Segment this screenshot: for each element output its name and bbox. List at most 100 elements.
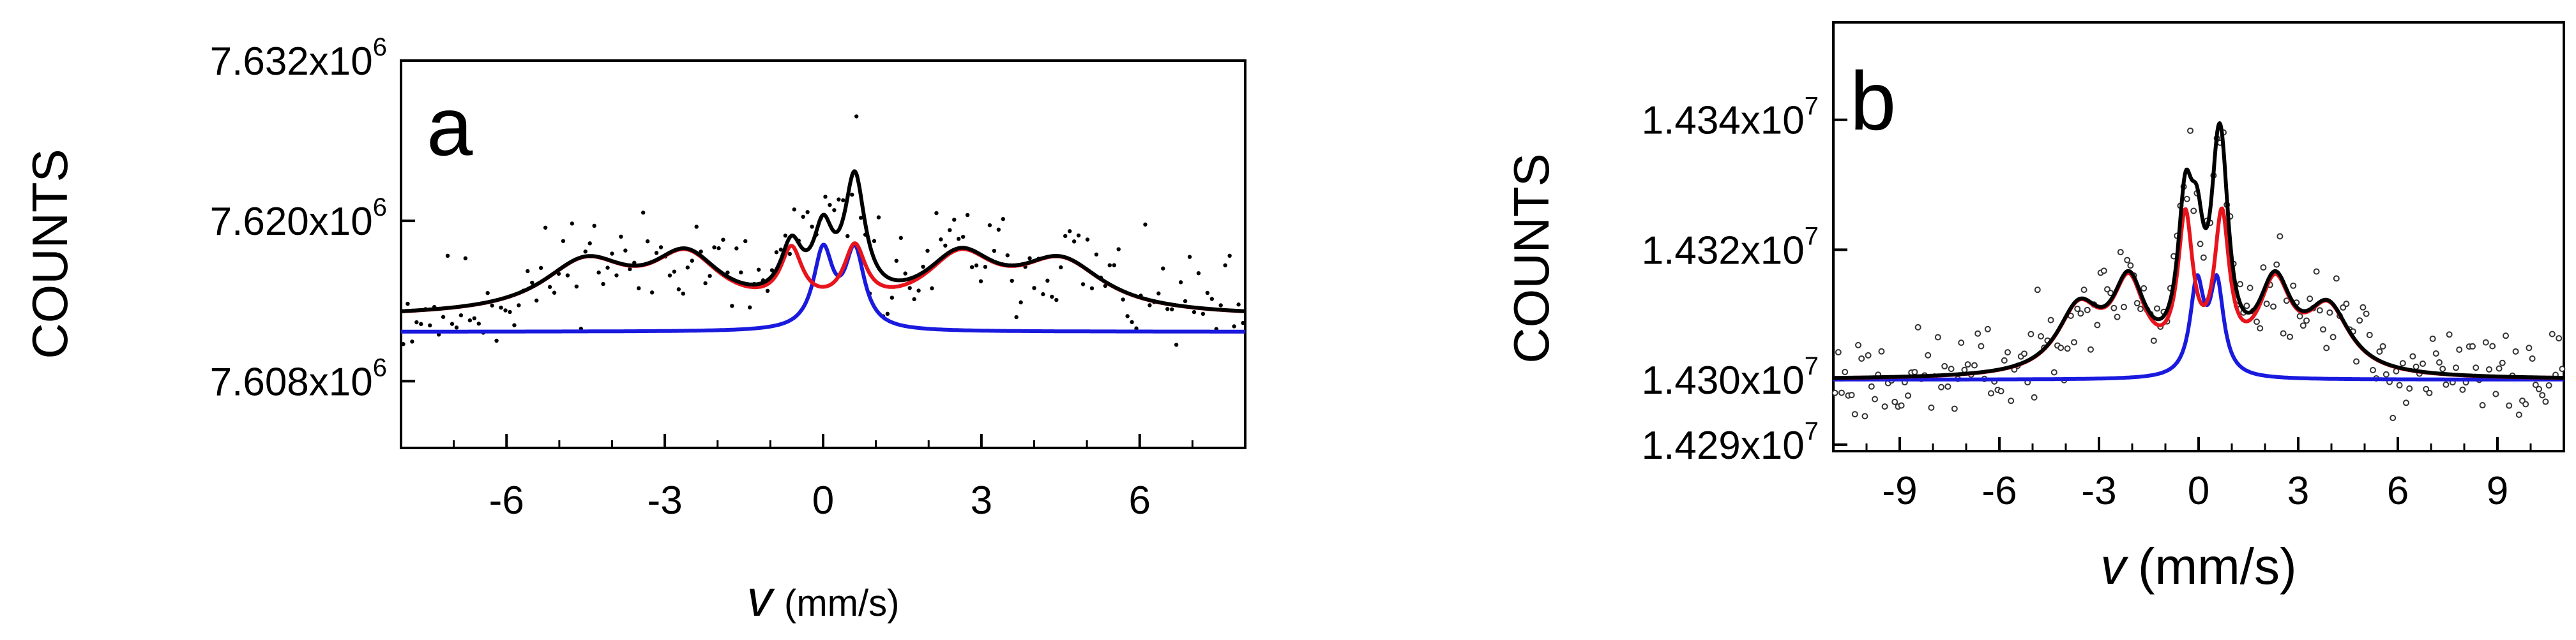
data-point [561,239,566,243]
panel-b-blue-component-line [1832,273,2565,382]
data-point [1076,233,1081,238]
data-point [1978,343,1985,350]
data-point [2094,322,2101,329]
data-point [960,234,966,239]
data-point [747,305,752,309]
data-point [2316,307,2323,314]
data-point [2459,386,2466,393]
data-point [1838,389,1845,396]
panel-a-x-tick-label: 0 [812,479,834,523]
data-point [845,234,850,239]
data-point [2390,414,2397,421]
data-point [2396,382,2403,389]
data-point [716,246,721,251]
data-point [2326,309,2333,316]
data-point [921,264,925,269]
panel-a-x-axis-unit: (mm/s) [784,583,899,624]
data-point [916,288,921,293]
data-point [792,207,796,212]
data-point [1187,255,1192,259]
data-point [805,210,810,214]
data-point [894,258,899,263]
data-point [2376,348,2383,355]
data-point [1156,291,1161,296]
data-point [1914,324,1921,331]
data-point [1054,297,1059,302]
panel-b-x-axis-title: v (mm/s) [2100,538,2296,595]
data-point [1951,405,1958,412]
data-point [2127,262,2134,269]
data-point [885,311,890,316]
data-point [428,323,432,328]
data-point [1974,330,1981,337]
data-point [1094,252,1099,257]
data-point [2360,304,2367,311]
data-point [2469,343,2476,350]
data-point [1201,311,1206,316]
data-point [2515,411,2522,418]
data-point [414,320,419,325]
data-point [2254,318,2260,325]
data-point [2370,366,2376,373]
panel-b-x-axis-unit: (mm/s) [2138,538,2297,595]
panel-b-y-tick-label: 1.434x107 [1642,93,1819,143]
panel-a-total-fit-line [400,169,1246,313]
data-point [1045,278,1050,283]
panel-a-letter: a [427,80,473,173]
data-point [823,195,828,199]
data-point [2456,346,2463,353]
data-point [2034,287,2041,294]
data-point [610,251,614,256]
data-point [1831,389,1838,396]
data-point [401,341,405,346]
data-point [2187,127,2193,134]
panel-a-plot-frame [400,59,1246,449]
data-point [1205,290,1210,295]
data-point [1174,343,1179,347]
data-point [898,235,903,241]
data-point [1858,355,1865,362]
data-point [2429,335,2436,342]
data-point [1183,299,1188,304]
data-point [1861,413,1868,420]
panel-b-x-tick-label: 0 [2188,469,2209,513]
data-point [721,237,725,242]
data-point [699,249,703,254]
data-point [1005,253,1010,258]
data-point [2027,331,2034,338]
data-point [1107,263,1112,267]
data-point [1014,315,1019,320]
data-point [1958,339,1965,346]
data-point [2280,330,2287,337]
data-point [1236,302,1241,307]
data-point [1988,390,1994,397]
data-point [503,308,508,313]
data-point [2071,339,2077,346]
data-point [783,234,788,238]
data-point [1911,369,1918,376]
data-point [987,223,992,228]
data-point [2545,382,2552,389]
data-point [1997,388,2004,395]
panel-a-y-tick-label: 7.608x106 [210,353,387,404]
data-point [2536,385,2542,392]
data-point [978,279,983,284]
data-point [2260,264,2267,271]
data-point [2313,268,2320,275]
data-point [419,322,423,327]
panel-b-y-tick-label: 1.432x107 [1642,222,1819,272]
data-point [957,237,961,241]
data-point [1192,309,1197,315]
data-point [2087,346,2094,353]
data-point [2299,322,2307,329]
data-point [1161,266,1165,271]
data-point [2031,394,2038,401]
data-point [1232,324,1236,329]
data-point [534,298,539,303]
data-point [1855,341,1861,348]
data-point [583,249,587,254]
data-point [1067,229,1072,234]
panel-b: b COUNTS v (mm/s) -9 -6 -3 0 3 6 9 1.429x107 1.4… [1503,21,2566,595]
data-point [1944,383,1951,390]
panel-a-blue-component-line [400,242,1246,334]
